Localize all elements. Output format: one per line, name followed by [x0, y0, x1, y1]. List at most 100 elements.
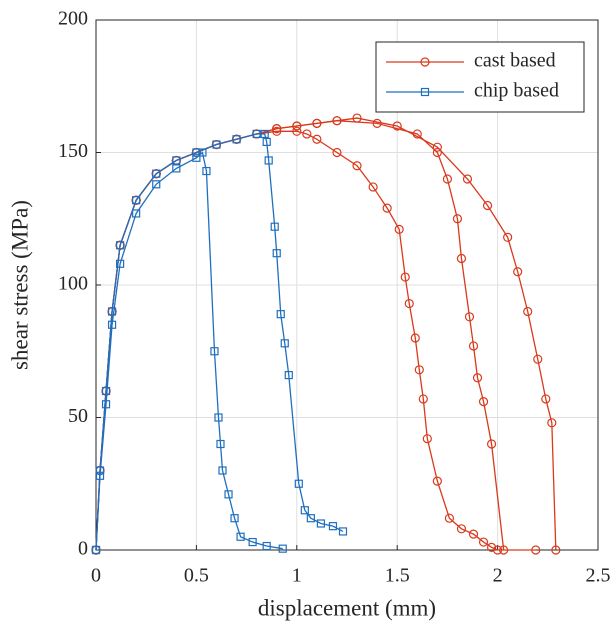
marker [420, 87, 430, 97]
marker [262, 541, 271, 551]
marker [468, 529, 479, 539]
marker [260, 129, 269, 139]
marker [332, 116, 342, 126]
marker [284, 371, 293, 380]
marker [352, 161, 362, 171]
marker [212, 140, 221, 149]
x-tick-label: 2.5 [586, 565, 611, 587]
marker [202, 166, 211, 176]
marker [442, 174, 452, 184]
marker [352, 113, 362, 123]
marker [91, 545, 101, 555]
marker [270, 222, 279, 231]
x-tick-label: 2 [493, 565, 503, 587]
x-axis-label: displacement (mm) [258, 595, 436, 620]
marker [394, 224, 404, 234]
marker [192, 153, 201, 162]
marker [478, 537, 489, 547]
marker [464, 312, 475, 322]
marker [252, 129, 261, 139]
marker [432, 142, 442, 152]
marker [332, 147, 342, 158]
marker [115, 241, 125, 250]
marker [404, 298, 414, 309]
marker [432, 476, 442, 486]
marker [224, 490, 233, 499]
marker [541, 394, 551, 404]
marker [392, 121, 402, 131]
marker [172, 156, 181, 165]
marker [493, 545, 503, 555]
y-tick-label: 200 [58, 8, 88, 30]
y-tick-label: 150 [58, 140, 88, 162]
marker [198, 148, 207, 157]
marker [478, 397, 489, 407]
marker [312, 118, 322, 128]
marker [503, 232, 513, 242]
marker [272, 126, 282, 136]
marker [472, 373, 483, 383]
x-tick-label: 0 [91, 565, 101, 587]
legend-label: chip based [474, 80, 559, 102]
marker [218, 466, 227, 475]
marker [316, 519, 325, 528]
marker [232, 135, 241, 144]
marker [306, 514, 315, 523]
marker [456, 524, 467, 534]
plot-frame [95, 19, 599, 551]
marker [216, 439, 225, 449]
marker [192, 148, 201, 157]
marker [272, 249, 281, 258]
x-tick-label: 1 [292, 565, 302, 587]
marker [499, 545, 509, 555]
marker [456, 253, 467, 264]
marker [486, 542, 497, 552]
marker [107, 320, 117, 329]
marker [276, 310, 285, 319]
marker [382, 203, 392, 213]
marker [312, 134, 322, 144]
line [95, 151, 283, 551]
marker [95, 466, 105, 475]
marker [101, 400, 111, 409]
y-tick-label: 0 [78, 538, 88, 560]
marker [452, 214, 463, 224]
marker [486, 439, 497, 449]
marker [294, 479, 303, 488]
marker [262, 137, 271, 146]
marker [432, 147, 442, 158]
marker [132, 209, 141, 218]
marker [236, 532, 245, 541]
marker [551, 545, 561, 555]
marker [547, 418, 557, 428]
marker [278, 544, 287, 553]
y-axis-label: shear stress (MPa) [7, 200, 32, 370]
line [95, 130, 536, 551]
legend-label: cast based [474, 50, 556, 72]
marker [272, 124, 282, 134]
marker [302, 129, 312, 139]
line [95, 117, 557, 551]
marker [292, 126, 302, 136]
marker [172, 164, 181, 173]
x-tick-label: 1.5 [385, 565, 410, 587]
marker [292, 121, 302, 131]
marker [248, 537, 257, 547]
marker [513, 267, 523, 277]
marker [300, 506, 309, 515]
marker [418, 394, 428, 404]
marker [328, 522, 338, 531]
marker [523, 306, 533, 317]
marker [462, 174, 473, 184]
marker [420, 57, 430, 67]
marker [444, 513, 455, 523]
marker [264, 156, 273, 165]
marker [414, 365, 424, 375]
marker [214, 413, 223, 422]
marker [482, 200, 493, 211]
legend-box [375, 41, 585, 113]
marker [410, 333, 420, 343]
marker [400, 272, 410, 282]
marker [230, 514, 239, 523]
